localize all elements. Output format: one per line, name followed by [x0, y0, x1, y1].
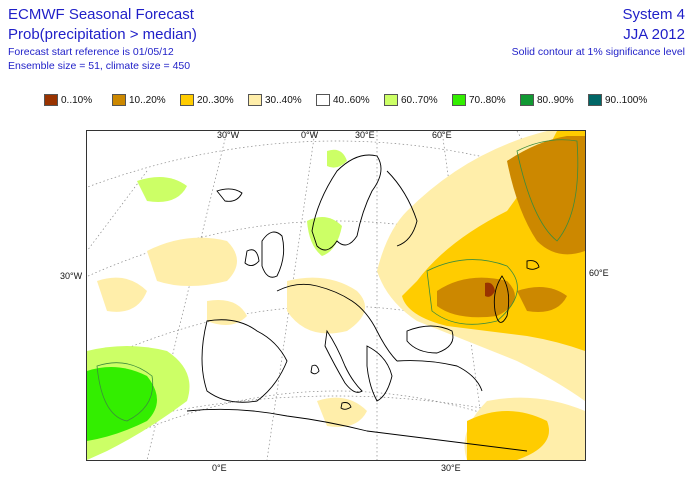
- significance-contours: [96, 139, 579, 422]
- legend-label: 40..60%: [333, 94, 370, 106]
- legend-swatch: [44, 94, 58, 106]
- grid-label-top-60e: 60°E: [432, 130, 452, 140]
- forecast-map: 30°W 0°W 30°E 60°E: [86, 130, 586, 461]
- probability-shading: [87, 131, 585, 460]
- coastlines: [186, 154, 540, 452]
- legend-item: 40..60%: [316, 92, 384, 108]
- legend-label: 30..40%: [265, 94, 302, 106]
- grid-label-top-30e: 30°E: [355, 130, 375, 140]
- system-label: System 4: [622, 6, 685, 23]
- legend-item: 30..40%: [248, 92, 316, 108]
- legend-swatch: [520, 94, 534, 106]
- legend-item: 10..20%: [112, 92, 180, 108]
- grid-label-left-30w: 30°W: [60, 271, 83, 281]
- legend-swatch: [588, 94, 602, 106]
- chart-subtitle: Prob(precipitation > median): [8, 26, 197, 43]
- map-svg: [87, 131, 585, 460]
- legend-label: 80..90%: [537, 94, 574, 106]
- legend-item: 70..80%: [452, 92, 520, 108]
- legend-swatch: [248, 94, 262, 106]
- contour-note: Solid contour at 1% significance level: [511, 46, 685, 58]
- legend-item: 80..90%: [520, 92, 588, 108]
- grid-label-bottom-30e: 30°E: [441, 463, 461, 473]
- chart-title: ECMWF Seasonal Forecast: [8, 6, 194, 23]
- grid-label-top-30w: 30°W: [217, 130, 240, 140]
- legend-item: 0..10%: [44, 92, 112, 108]
- ensemble-size: Ensemble size = 51, climate size = 450: [8, 60, 191, 72]
- legend-item: 90..100%: [588, 92, 656, 108]
- legend-swatch: [180, 94, 194, 106]
- probability-legend: 0..10% 10..20% 20..30% 30..40% 40..60% 60..70…: [44, 92, 656, 108]
- legend-label: 60..70%: [401, 94, 438, 106]
- grid-label-right-60e: 60°E: [589, 268, 609, 278]
- grid-label-top-0w: 0°W: [301, 130, 319, 140]
- legend-item: 20..30%: [180, 92, 248, 108]
- legend-swatch: [384, 94, 398, 106]
- legend-label: 90..100%: [605, 94, 648, 106]
- legend-item: 60..70%: [384, 92, 452, 108]
- grid-label-bottom-0e: 0°E: [212, 463, 227, 473]
- legend-label: 0..10%: [61, 94, 93, 106]
- legend-swatch: [112, 94, 126, 106]
- legend-swatch: [316, 94, 330, 106]
- forecast-start-reference: Forecast start reference is 01/05/12: [8, 46, 174, 58]
- legend-swatch: [452, 94, 466, 106]
- season-label: JJA 2012: [623, 26, 685, 43]
- legend-label: 20..30%: [197, 94, 234, 106]
- legend-label: 70..80%: [469, 94, 506, 106]
- legend-label: 10..20%: [129, 94, 166, 106]
